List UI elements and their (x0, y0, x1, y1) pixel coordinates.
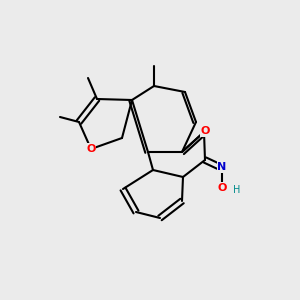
Text: H: H (233, 185, 240, 195)
Text: O: O (217, 183, 227, 193)
Text: N: N (218, 162, 226, 172)
Text: O: O (200, 126, 210, 136)
Text: O: O (86, 144, 96, 154)
